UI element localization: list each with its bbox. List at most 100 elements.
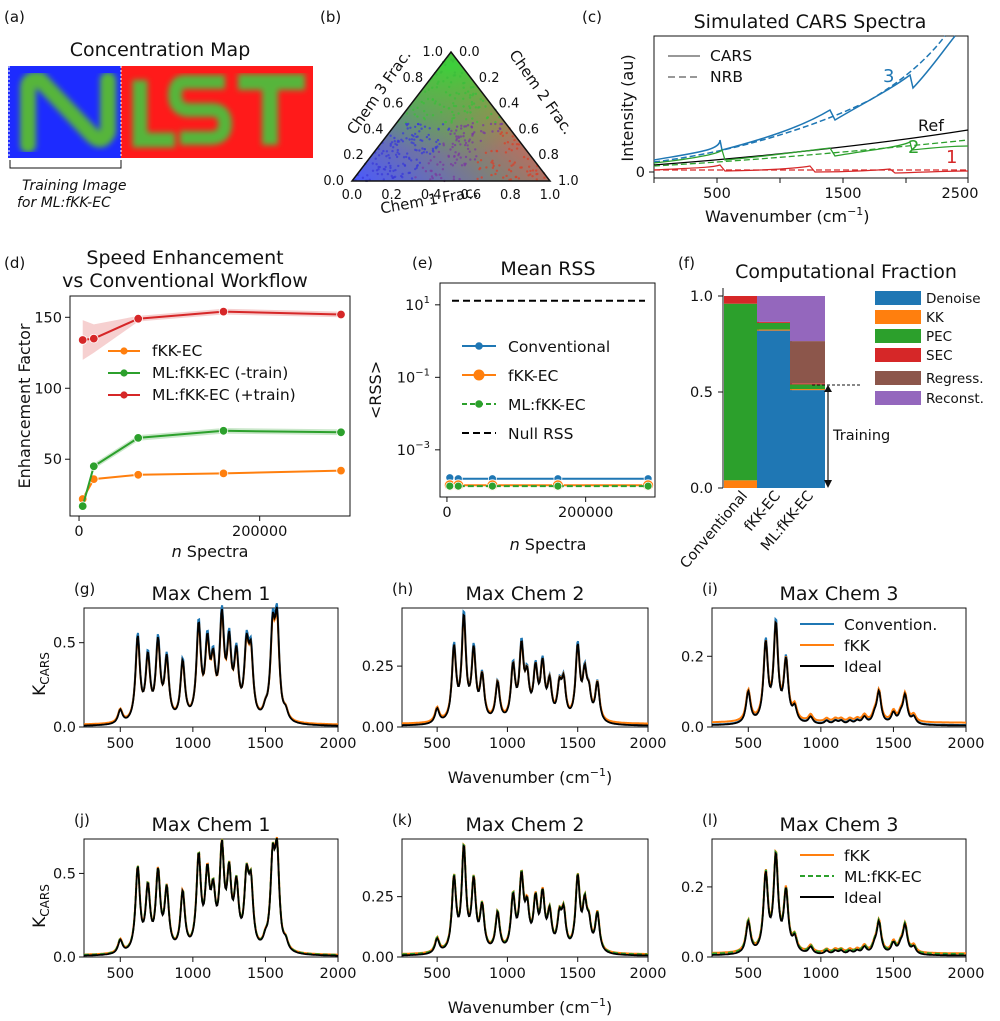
ternary-point xyxy=(422,151,425,154)
spectrum-line xyxy=(402,844,649,957)
ternary-point xyxy=(387,161,391,165)
panel-d-label: (d) xyxy=(4,254,25,272)
panel-d-ytick: 150 xyxy=(34,310,62,326)
panel-i-label: (i) xyxy=(702,580,718,598)
ternary-point xyxy=(390,141,394,144)
data-point xyxy=(643,481,653,491)
ternary-point xyxy=(382,149,385,153)
ternary-point xyxy=(454,104,458,108)
ternary-point xyxy=(471,94,474,97)
ternary-point xyxy=(449,163,453,166)
ternary-scatter xyxy=(352,55,546,183)
legend-nrb: NRB xyxy=(710,68,743,86)
map-letter-s xyxy=(167,75,233,145)
panel-i-xtick: 1500 xyxy=(875,736,912,752)
ternary-point xyxy=(420,127,423,130)
panel-h-ytick: 0.25 xyxy=(362,659,394,675)
ternary-point xyxy=(459,135,462,138)
ternary-point xyxy=(500,131,503,134)
legend-swatch xyxy=(875,371,921,385)
legend-entry: Reconst. xyxy=(926,391,984,407)
ternary-point xyxy=(449,81,453,84)
ternary-plot xyxy=(350,50,552,183)
ternary-point xyxy=(462,132,466,135)
panel-c-xlabel: Wavenumber (cm−1) xyxy=(705,205,870,226)
ternary-point xyxy=(453,132,456,135)
ternary-point xyxy=(427,88,430,91)
ternary-point xyxy=(492,164,495,168)
panel-k-xtick: 500 xyxy=(423,966,451,982)
bar-segment xyxy=(790,390,825,488)
ternary-point xyxy=(451,145,454,149)
ternary-point xyxy=(438,142,441,146)
ternary-point xyxy=(433,155,436,159)
bar-segment xyxy=(757,329,792,331)
ternary-point xyxy=(494,120,497,124)
ternary-point xyxy=(423,109,426,113)
bar-segment xyxy=(790,341,825,384)
panel-e-xlabel: n Spectra xyxy=(510,535,587,554)
ternary-point xyxy=(429,178,432,181)
ternary-point xyxy=(462,86,465,89)
ternary-ticks: 0.0 1.0 0.0 0.2 0.8 0.2 0.4 0.6 0.4 0.6 0.4 0.6 0.8 0… xyxy=(323,45,578,203)
ternary-point xyxy=(458,177,461,181)
panel-d: (d) Speed Enhancement vs Conventional Wo… xyxy=(4,247,351,561)
ternary-point xyxy=(492,162,495,165)
ternary-point xyxy=(526,170,529,173)
spectra-panels: (g) Max Chem 1 500 1000 1500 2000 0.0 0.5 (h) Max… xyxy=(53,580,985,982)
ternary-point xyxy=(389,166,392,170)
data-point xyxy=(77,501,88,511)
map-letter-l xyxy=(132,80,175,148)
ternary-point xyxy=(474,148,477,151)
ternary-point xyxy=(391,176,395,180)
panel-k-label: (k) xyxy=(392,811,412,829)
ternary-point xyxy=(522,155,526,159)
panel-k-title: Max Chem 2 xyxy=(466,814,585,836)
ternary-point xyxy=(464,91,467,95)
data-point xyxy=(445,481,455,491)
legend-entry: fKK xyxy=(844,847,871,865)
panel-c-ylabel: Intensity (au) xyxy=(618,54,637,161)
ternary-point xyxy=(416,115,419,118)
ternary-point xyxy=(451,142,454,145)
panel-j-xtick: 2000 xyxy=(320,966,357,982)
ternary-point xyxy=(510,164,513,167)
ternary-point xyxy=(508,159,511,163)
ternary-tick-bottom: 0.8 xyxy=(500,188,521,203)
ternary-point xyxy=(437,128,440,131)
ternary-point xyxy=(386,172,390,176)
ternary-point xyxy=(393,140,396,143)
ternary-tick-left: 0.2 xyxy=(343,148,364,163)
ternary-point xyxy=(417,122,420,126)
ternary-point xyxy=(491,159,494,162)
legend-entry: fKK xyxy=(844,637,871,655)
data-point xyxy=(336,465,346,476)
panel-e-frame xyxy=(439,282,656,498)
panel-l-label: (l) xyxy=(702,811,718,829)
ternary-point xyxy=(436,82,439,85)
ternary-point xyxy=(478,106,481,109)
ternary-point xyxy=(471,134,474,137)
spectrum-line xyxy=(712,851,966,957)
panel-f-xtick: Conventional xyxy=(677,488,751,572)
ternary-point xyxy=(457,152,461,155)
ternary-point xyxy=(520,166,523,169)
panel-a-title: Concentration Map xyxy=(70,39,251,61)
ternary-point xyxy=(531,175,534,178)
ternary-point xyxy=(450,129,453,133)
ternary-point xyxy=(446,76,449,79)
ternary-point xyxy=(543,176,546,179)
ternary-point xyxy=(392,146,395,149)
ternary-tick-left: 0.4 xyxy=(363,122,384,137)
panel-j-frame xyxy=(83,838,339,958)
bar-segment xyxy=(724,303,759,481)
bar-segment xyxy=(724,480,759,488)
panel-f-legend: Denoise KK PEC SEC Regress. Reconst. xyxy=(875,291,984,407)
ternary-point xyxy=(464,125,468,128)
legend-swatch xyxy=(875,291,921,305)
ternary-point xyxy=(416,106,419,110)
ternary-point xyxy=(427,162,430,165)
ternary-point xyxy=(526,157,530,161)
ternary-point xyxy=(385,155,388,158)
ternary-point xyxy=(392,169,395,173)
